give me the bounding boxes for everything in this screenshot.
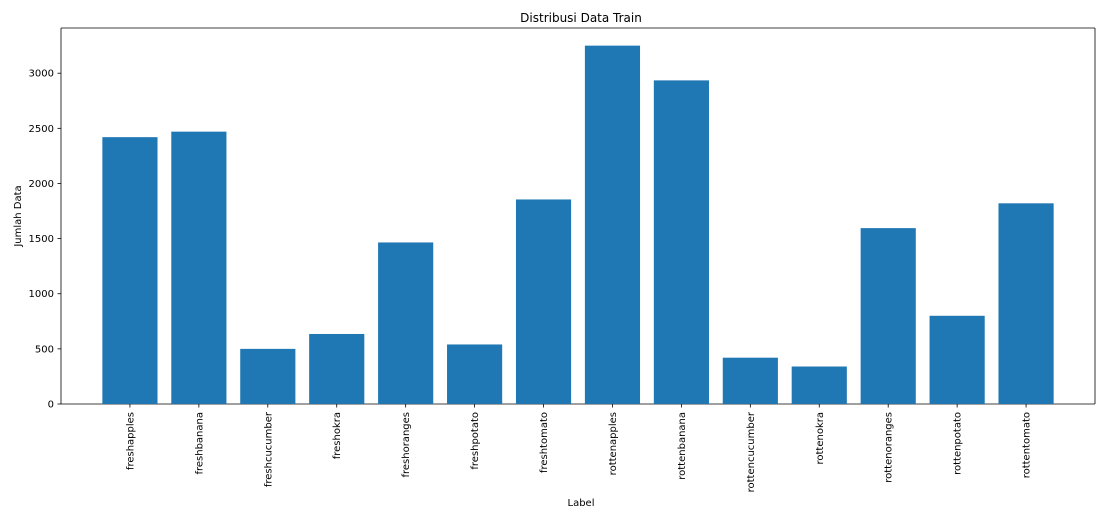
x-tick-label: rottencucumber bbox=[746, 411, 757, 492]
bar-freshapples bbox=[102, 137, 158, 404]
bar-freshbanana bbox=[171, 131, 227, 404]
x-tick-label: freshcucumber bbox=[263, 411, 274, 487]
y-axis-label: Jumlah Data bbox=[13, 185, 24, 247]
bar-rottencucumber bbox=[722, 357, 778, 404]
bar-rottenokra bbox=[791, 366, 847, 404]
x-tick-label: rottenapples bbox=[608, 412, 619, 475]
x-tick-label: rottenpotato bbox=[953, 412, 964, 475]
y-tick-label: 1000 bbox=[29, 289, 54, 300]
bar-freshoranges bbox=[378, 242, 434, 404]
bar-freshokra bbox=[309, 333, 365, 404]
y-tick-label: 1500 bbox=[29, 234, 54, 245]
bar-rottenpotato bbox=[929, 315, 985, 404]
y-axis-ticks: 0 500 1000 1500 2000 2500 3000 bbox=[29, 69, 61, 411]
bar-rottenoranges bbox=[860, 228, 916, 404]
axes bbox=[60, 27, 1096, 405]
y-tick-label: 2000 bbox=[29, 179, 54, 190]
x-tick-label: freshoranges bbox=[401, 412, 412, 478]
bar-freshcucumber bbox=[240, 348, 296, 404]
y-tick-label: 2500 bbox=[29, 124, 54, 135]
x-tick-label: rottentomato bbox=[1022, 412, 1033, 478]
bar-freshtomato bbox=[515, 199, 572, 404]
x-tick-label: freshokra bbox=[332, 412, 343, 459]
x-tick-label: rottenoranges bbox=[884, 412, 895, 483]
y-tick-label: 500 bbox=[35, 344, 54, 355]
x-tick-label: freshbanana bbox=[194, 412, 205, 475]
x-tick-label: rottenbanana bbox=[677, 412, 688, 480]
chart-title: Distribusi Data Train bbox=[520, 11, 642, 25]
x-axis-ticks: freshapples freshbanana freshcucumber fresh… bbox=[125, 404, 1033, 492]
y-tick-label: 3000 bbox=[29, 69, 54, 80]
x-tick-label: freshtomato bbox=[539, 412, 550, 473]
bar-freshpotato bbox=[447, 344, 503, 404]
bar-rottenbanana bbox=[653, 80, 709, 404]
x-tick-label: rottenokra bbox=[815, 412, 826, 465]
bar-rottentomato bbox=[998, 203, 1054, 404]
y-tick-label: 0 bbox=[48, 400, 54, 411]
x-tick-label: freshpotato bbox=[470, 412, 481, 470]
bar-rottenapples bbox=[584, 45, 641, 404]
x-tick-label: freshapples bbox=[125, 412, 136, 470]
x-axis-label: Label bbox=[568, 498, 595, 509]
bars-group bbox=[102, 45, 1054, 404]
